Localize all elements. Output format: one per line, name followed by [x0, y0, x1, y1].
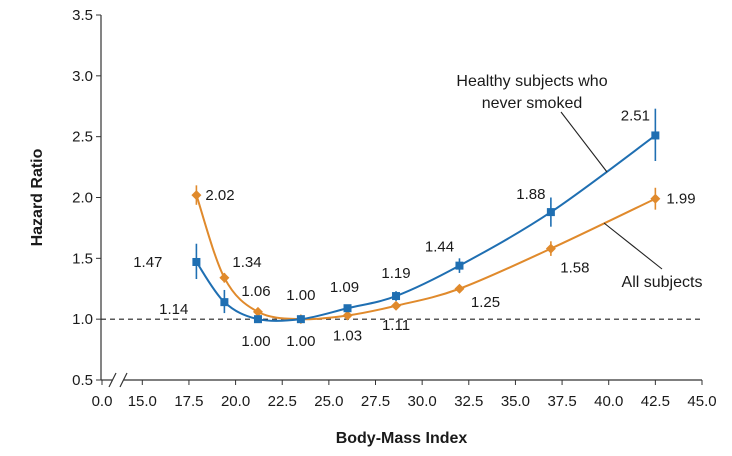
- annotation-line: All subjects: [622, 274, 703, 291]
- x-tick-label: 0.0: [92, 393, 113, 410]
- x-tick-label: 45.0: [687, 393, 716, 410]
- x-tick-label: 42.5: [641, 393, 670, 410]
- x-tick-label: 35.0: [501, 393, 530, 410]
- data-label: 1.25: [471, 294, 500, 311]
- data-point-diamond: [252, 306, 263, 317]
- data-point-square: [455, 261, 464, 270]
- x-tick-label: 17.5: [174, 393, 203, 410]
- data-point-square: [296, 315, 305, 324]
- x-tick-label: 22.5: [268, 393, 297, 410]
- x-tick-label: 40.0: [594, 393, 623, 410]
- axis-break-mark: [119, 372, 128, 388]
- data-point-diamond: [545, 243, 556, 254]
- data-label: 1.06: [241, 283, 270, 300]
- data-point-square: [392, 292, 401, 301]
- data-label: 2.51: [621, 107, 650, 124]
- data-point-diamond: [342, 310, 353, 321]
- x-tick-label: 15.0: [128, 393, 157, 410]
- data-label: 2.02: [205, 187, 234, 204]
- data-label: 1.34: [232, 254, 261, 271]
- data-label: 1.00: [286, 287, 315, 304]
- y-tick-label: 2.5: [72, 129, 93, 146]
- data-point-diamond: [391, 300, 402, 311]
- y-tick-label: 0.5: [72, 372, 93, 389]
- data-label: 1.09: [330, 279, 359, 296]
- y-tick-label: 2.0: [72, 190, 93, 207]
- annotation-healthy-label: Healthy subjects who never smoked: [456, 73, 607, 112]
- data-point-square: [651, 131, 660, 140]
- axes-group: [96, 14, 703, 388]
- tick-labels-group: 0.5 1.0 1.5 2.0 2.5 3.0 3.5 0.0 15.0 17.5 20.0 22.5…: [72, 7, 716, 410]
- y-axis-title: Hazard Ratio: [29, 148, 46, 246]
- data-label: 1.03: [333, 328, 362, 345]
- data-point-square: [192, 257, 201, 266]
- data-label: 1.47: [133, 254, 162, 271]
- y-tick-label: 3.0: [72, 68, 93, 85]
- data-point-square: [546, 208, 555, 217]
- y-tick-label: 1.0: [72, 311, 93, 328]
- x-tick-label: 25.0: [314, 393, 343, 410]
- data-point-diamond: [219, 272, 230, 283]
- data-label: 1.11: [382, 317, 410, 334]
- data-labels-group: 2.02 1.34 1.06 1.00 1.03 1.11 1.25 1.58 1.99 1.47…: [133, 107, 695, 350]
- data-point-diamond: [191, 190, 202, 201]
- data-point-square: [220, 298, 229, 307]
- data-label: 1.58: [560, 260, 589, 277]
- y-tick-label: 1.5: [72, 250, 93, 267]
- annotations-group: Healthy subjects who never smoked All subj…: [456, 73, 702, 291]
- x-tick-label: 20.0: [221, 393, 250, 410]
- x-tick-label: 37.5: [547, 393, 576, 410]
- data-label: 1.00: [241, 333, 270, 350]
- data-point-diamond: [454, 283, 465, 294]
- x-tick-label: 30.0: [408, 393, 437, 410]
- x-tick-label: 27.5: [361, 393, 390, 410]
- data-label: 1.14: [159, 301, 188, 318]
- series-line: [195, 194, 656, 321]
- data-label: 1.99: [666, 191, 695, 208]
- data-label: 1.00: [286, 333, 315, 350]
- data-point-square: [343, 304, 352, 313]
- annotation-line: never smoked: [482, 95, 583, 112]
- annotation-line: Healthy subjects who: [456, 73, 607, 90]
- annotation-leader-line: [603, 222, 663, 270]
- data-point-diamond: [650, 193, 661, 204]
- series-group: [191, 108, 661, 325]
- annotation-all-label: All subjects: [622, 274, 703, 291]
- data-point-square: [253, 315, 262, 324]
- axis-break-mark: [108, 372, 117, 388]
- data-label: 1.19: [381, 265, 410, 282]
- x-axis-title: Body-Mass Index: [336, 430, 468, 447]
- data-label: 1.44: [425, 239, 454, 256]
- data-label: 1.88: [516, 186, 545, 203]
- x-tick-label: 32.5: [454, 393, 483, 410]
- annotation-leader-line: [560, 111, 608, 173]
- y-tick-label: 3.5: [72, 7, 93, 24]
